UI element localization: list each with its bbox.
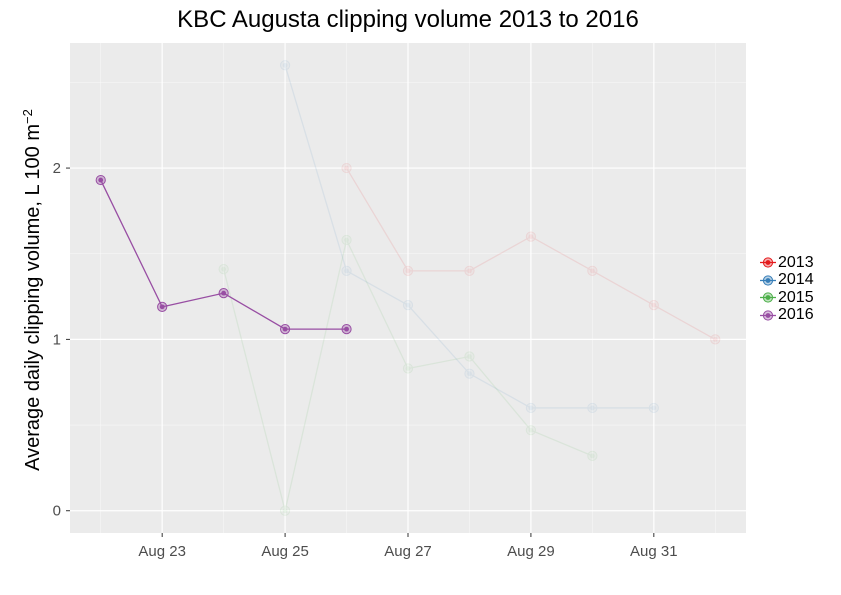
data-point-core-2015 xyxy=(344,237,349,243)
data-point-2015 xyxy=(279,505,291,516)
data-point-core-2013 xyxy=(712,336,718,342)
legend-label: 2013 xyxy=(778,253,814,271)
series-line-2015 xyxy=(223,238,593,511)
y-tick-label: 2 xyxy=(53,160,61,177)
legend-key-icon xyxy=(758,272,778,289)
legend-key-icon xyxy=(758,254,778,271)
data-point-core-2015 xyxy=(221,266,227,272)
data-point-core-2013 xyxy=(467,268,472,274)
data-point-core-2014 xyxy=(282,62,288,68)
data-point-core-2014 xyxy=(528,405,534,411)
data-point-core-2014 xyxy=(405,302,411,308)
y-tick-label: 0 xyxy=(53,503,61,520)
data-point-core-2015 xyxy=(467,354,472,359)
data-point-2013 xyxy=(341,162,352,174)
series-2016 xyxy=(95,174,352,335)
data-point-core-2013 xyxy=(528,234,534,240)
series-layer xyxy=(95,60,721,516)
legend-key-icon xyxy=(758,289,778,306)
series-2014 xyxy=(279,60,659,414)
series-line-2013 xyxy=(345,167,716,340)
legend-item-2013: 2013 xyxy=(758,254,814,272)
data-point-core-2014 xyxy=(651,405,657,411)
data-point-2013 xyxy=(525,231,537,242)
legend-item-2014: 2014 xyxy=(758,271,814,290)
data-point-core-2014 xyxy=(589,405,595,411)
y-axis-label: Average daily clipping volume, L 100 m−2 xyxy=(20,109,44,471)
data-point-core-2014 xyxy=(467,371,472,377)
data-point-2013 xyxy=(648,300,659,311)
data-point-core-2013 xyxy=(344,165,349,171)
data-point-2015 xyxy=(341,234,352,246)
series-2013 xyxy=(341,162,721,345)
data-point-core-2013 xyxy=(651,302,657,308)
data-point-core-2016 xyxy=(344,326,349,332)
series-line-2014 xyxy=(284,65,654,409)
chart-title: KBC Augusta clipping volume 2013 to 2016 xyxy=(177,6,639,33)
data-point-core-2016 xyxy=(221,290,227,296)
data-point-core-2015 xyxy=(589,453,595,459)
data-point-2014 xyxy=(464,368,475,379)
data-point-2014 xyxy=(402,300,414,311)
data-point-core-2013 xyxy=(589,268,595,274)
data-point-2015 xyxy=(525,425,537,436)
axis-ticks: Aug 23 Aug 25 Aug 27 Aug 29 Aug 31 0 1 2 xyxy=(53,160,678,560)
data-point-core-2016 xyxy=(282,326,288,332)
x-tick-label: Aug 27 xyxy=(384,543,432,560)
data-point-core-2015 xyxy=(282,508,288,514)
data-point-2013 xyxy=(710,334,721,345)
data-point-2014 xyxy=(279,60,291,71)
data-point-2015 xyxy=(218,264,229,275)
data-point-core-2014 xyxy=(344,268,349,274)
y-tick-label: 1 xyxy=(53,331,61,348)
x-tick-label: Aug 31 xyxy=(630,543,678,560)
legend-key-icon xyxy=(758,307,778,324)
data-point-2015 xyxy=(464,351,475,362)
data-point-2015 xyxy=(402,363,414,374)
data-point-2014 xyxy=(525,402,537,414)
data-point-core-2015 xyxy=(528,427,534,433)
legend-label: 2014 xyxy=(778,271,814,289)
data-point-core-2016 xyxy=(98,177,104,183)
data-point-core-2015 xyxy=(405,366,411,371)
x-tick-label: Aug 29 xyxy=(507,543,555,560)
data-point-2013 xyxy=(587,265,598,276)
x-tick-label: Aug 23 xyxy=(138,543,186,560)
data-point-2013 xyxy=(464,265,475,276)
major-gridlines xyxy=(70,43,746,533)
legend-label: 2016 xyxy=(778,306,814,324)
data-point-2014 xyxy=(648,402,659,414)
data-point-core-2016 xyxy=(159,304,165,310)
data-point-2015 xyxy=(587,450,598,462)
x-tick-label: Aug 25 xyxy=(261,543,309,560)
legend: 2013 2014 2015 2016 xyxy=(758,254,814,324)
series-2015 xyxy=(218,234,598,516)
data-point-2014 xyxy=(341,265,352,276)
legend-label: 2015 xyxy=(778,288,814,306)
legend-item-2015: 2015 xyxy=(758,289,814,307)
data-point-2013 xyxy=(402,265,414,276)
data-point-core-2013 xyxy=(405,268,411,274)
data-point-2014 xyxy=(587,402,598,414)
legend-item-2016: 2016 xyxy=(758,306,814,325)
